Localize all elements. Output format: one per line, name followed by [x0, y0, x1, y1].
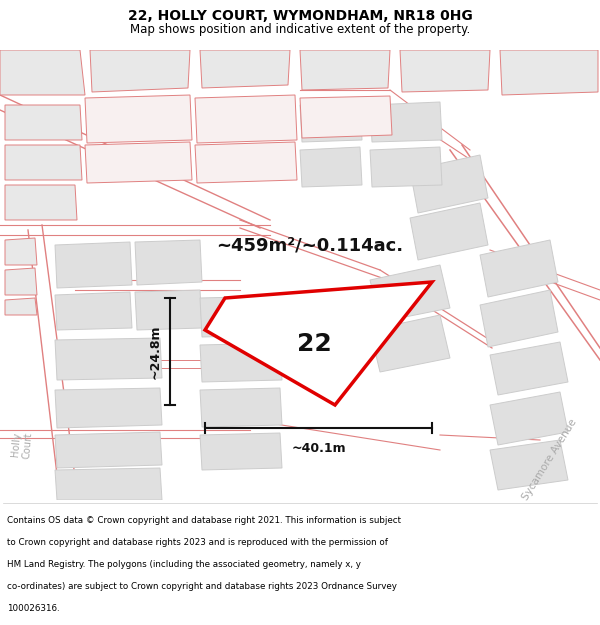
- Polygon shape: [90, 50, 190, 92]
- Polygon shape: [300, 50, 390, 90]
- Polygon shape: [85, 142, 192, 183]
- Text: Holly
Court: Holly Court: [10, 431, 34, 459]
- Polygon shape: [5, 145, 82, 180]
- Polygon shape: [300, 102, 362, 142]
- Text: Map shows position and indicative extent of the property.: Map shows position and indicative extent…: [130, 23, 470, 36]
- Text: 100026316.: 100026316.: [7, 604, 60, 612]
- Text: ~24.8m: ~24.8m: [149, 324, 162, 379]
- Polygon shape: [55, 432, 162, 468]
- Polygon shape: [135, 240, 202, 285]
- Polygon shape: [300, 147, 362, 187]
- Polygon shape: [200, 388, 282, 427]
- Polygon shape: [85, 95, 192, 143]
- Text: Sycamore Avenue: Sycamore Avenue: [521, 418, 579, 502]
- Text: to Crown copyright and database rights 2023 and is reproduced with the permissio: to Crown copyright and database rights 2…: [7, 538, 388, 547]
- Text: 22: 22: [297, 332, 332, 356]
- Polygon shape: [205, 282, 432, 405]
- Polygon shape: [195, 142, 297, 183]
- Polygon shape: [480, 240, 558, 297]
- Polygon shape: [490, 440, 568, 490]
- Text: ~40.1m: ~40.1m: [291, 442, 346, 455]
- Text: Contains OS data © Crown copyright and database right 2021. This information is : Contains OS data © Crown copyright and d…: [7, 516, 401, 525]
- Text: HM Land Registry. The polygons (including the associated geometry, namely x, y: HM Land Registry. The polygons (includin…: [7, 560, 361, 569]
- Polygon shape: [370, 315, 450, 372]
- Polygon shape: [55, 468, 162, 500]
- Polygon shape: [5, 185, 77, 220]
- Polygon shape: [200, 343, 282, 382]
- Polygon shape: [500, 50, 598, 95]
- Polygon shape: [370, 147, 442, 187]
- Polygon shape: [410, 203, 488, 260]
- Polygon shape: [370, 102, 442, 142]
- Polygon shape: [200, 433, 282, 470]
- Polygon shape: [200, 296, 282, 337]
- Polygon shape: [55, 292, 132, 330]
- Polygon shape: [5, 105, 82, 140]
- Polygon shape: [300, 96, 392, 138]
- Text: 22, HOLLY COURT, WYMONDHAM, NR18 0HG: 22, HOLLY COURT, WYMONDHAM, NR18 0HG: [128, 9, 472, 23]
- Polygon shape: [480, 290, 558, 347]
- Polygon shape: [200, 50, 290, 88]
- Text: ~459m²/~0.114ac.: ~459m²/~0.114ac.: [217, 237, 404, 255]
- Polygon shape: [55, 388, 162, 428]
- Polygon shape: [0, 50, 85, 95]
- Polygon shape: [195, 95, 297, 143]
- Text: co-ordinates) are subject to Crown copyright and database rights 2023 Ordnance S: co-ordinates) are subject to Crown copyr…: [7, 582, 397, 591]
- Polygon shape: [400, 50, 490, 92]
- Polygon shape: [490, 342, 568, 395]
- Polygon shape: [55, 242, 132, 288]
- Polygon shape: [410, 155, 488, 213]
- Polygon shape: [55, 338, 162, 380]
- Polygon shape: [135, 290, 202, 330]
- Polygon shape: [490, 392, 568, 445]
- Polygon shape: [370, 265, 450, 322]
- Polygon shape: [5, 268, 37, 295]
- Polygon shape: [5, 238, 37, 265]
- Polygon shape: [5, 298, 37, 315]
